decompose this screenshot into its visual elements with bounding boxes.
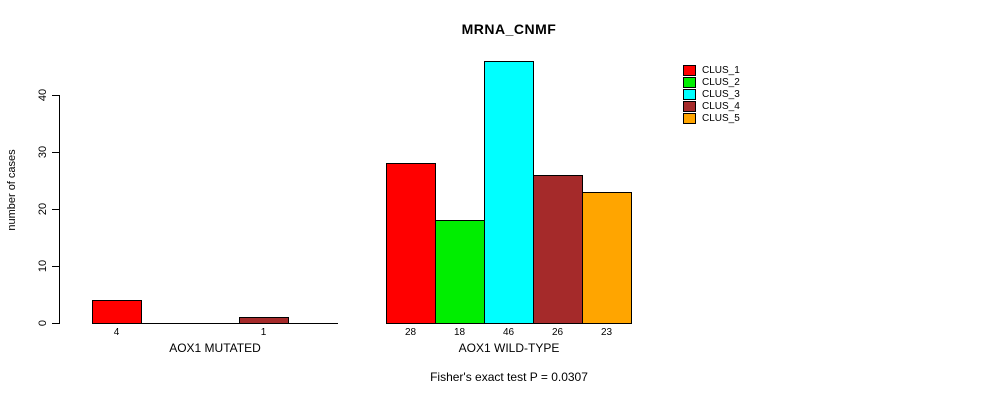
bar-value-label: 18: [453, 327, 466, 338]
y-tick-label-text: 10: [37, 259, 49, 273]
bar-clus_4: [533, 175, 583, 324]
bar-clus_2: [435, 220, 485, 324]
bar-value-label: 1: [260, 327, 267, 338]
bar-clus_4: [239, 317, 289, 324]
legend-item: CLUS_4: [683, 101, 740, 112]
legend-swatch: [683, 65, 696, 76]
y-tick: [52, 323, 59, 324]
y-tick: [52, 152, 59, 153]
legend-label: CLUS_1: [702, 65, 740, 76]
bar-clus_5: [582, 192, 632, 324]
legend-label: CLUS_4: [702, 101, 740, 112]
y-tick-label-text: 20: [37, 202, 49, 216]
bar-value-label: 26: [551, 327, 564, 338]
legend-swatch: [683, 101, 696, 112]
bar-value-label: 4: [113, 327, 120, 338]
y-tick: [52, 209, 59, 210]
legend-label: CLUS_2: [702, 77, 740, 88]
legend-swatch: [683, 113, 696, 124]
legend-item: CLUS_1: [683, 65, 740, 76]
legend-item: CLUS_3: [683, 89, 740, 100]
group-label: AOX1 MUTATED: [169, 341, 261, 355]
y-tick: [52, 95, 59, 96]
chart-title: MRNA_CNMF: [461, 21, 557, 37]
y-tick-label-text: 40: [37, 88, 49, 102]
y-tick: [52, 266, 59, 267]
group-baseline: [92, 323, 338, 324]
legend-swatch: [683, 89, 696, 100]
legend-label: CLUS_5: [702, 113, 740, 124]
y-tick-label-text: 0: [37, 319, 49, 327]
bar-clus_3: [484, 61, 534, 324]
bar-value-label: 23: [600, 327, 613, 338]
legend-label: CLUS_3: [702, 89, 740, 100]
y-axis-label-text: number of cases: [6, 149, 18, 231]
bar-clus_1: [92, 300, 142, 324]
legend-item: CLUS_2: [683, 77, 740, 88]
bar-clus_1: [386, 163, 436, 324]
legend-swatch: [683, 77, 696, 88]
y-axis-line: [59, 95, 60, 324]
legend-item: CLUS_5: [683, 113, 740, 124]
caption: Fisher's exact test P = 0.0307: [430, 370, 588, 384]
bar-value-label: 46: [502, 327, 515, 338]
bar-value-label: 28: [404, 327, 417, 338]
legend: CLUS_1 CLUS_2 CLUS_3 CLUS_4 CLUS_5: [683, 65, 740, 124]
y-tick-label-text: 30: [37, 145, 49, 159]
group-label: AOX1 WILD-TYPE: [458, 341, 560, 355]
